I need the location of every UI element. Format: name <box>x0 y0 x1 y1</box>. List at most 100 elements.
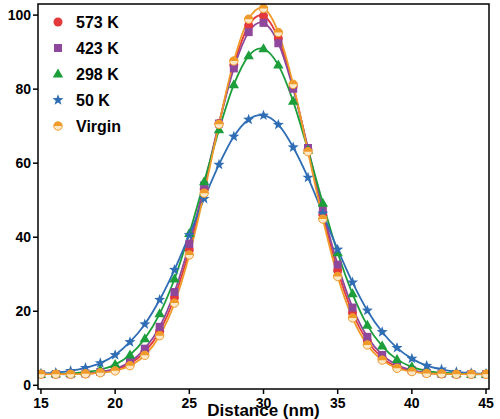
data-point <box>362 305 373 315</box>
marker-part <box>378 356 386 364</box>
data-point <box>348 314 356 322</box>
marker-part <box>111 367 119 371</box>
data-point <box>482 370 489 379</box>
marker-part <box>66 370 74 378</box>
marker-part <box>111 367 119 375</box>
marker-part <box>126 361 134 369</box>
data-point <box>140 333 150 342</box>
x-axis-label: Distance (nm) <box>207 401 319 419</box>
marker-part <box>155 331 163 339</box>
marker-part <box>38 370 45 378</box>
data-point <box>156 323 164 331</box>
marker-part <box>215 120 223 128</box>
data-point <box>243 114 254 124</box>
marker-part <box>289 80 297 84</box>
marker-part <box>215 120 223 124</box>
data-point <box>244 15 252 23</box>
data-point <box>481 369 489 378</box>
data-point <box>258 110 269 120</box>
data-point <box>467 370 475 378</box>
data-point <box>170 288 178 296</box>
marker-part <box>66 370 74 374</box>
data-point <box>363 333 371 341</box>
marker-part <box>185 251 193 259</box>
data-point <box>155 331 163 339</box>
legend-marker <box>54 18 63 27</box>
data-point <box>228 131 239 141</box>
data-point <box>318 198 328 207</box>
data-point <box>347 288 357 297</box>
fit-line <box>41 15 486 374</box>
y-tick-label: 40 <box>15 229 31 245</box>
legend-label: Virgin <box>76 118 121 135</box>
data-point <box>288 96 298 105</box>
data-point <box>154 308 164 317</box>
marker-part <box>333 272 341 276</box>
data-point <box>245 28 253 36</box>
data-point <box>392 342 403 352</box>
data-point <box>332 244 343 254</box>
data-point <box>185 240 193 248</box>
marker-part <box>141 351 149 359</box>
data-point <box>38 370 45 378</box>
plot-data <box>38 4 489 378</box>
marker-part <box>289 80 297 88</box>
data-point <box>67 370 75 378</box>
marker-part <box>304 148 312 156</box>
data-point <box>260 19 268 27</box>
data-point <box>304 148 312 156</box>
marker-part <box>467 370 475 374</box>
data-point <box>38 368 46 378</box>
x-tick-label: 20 <box>107 395 123 411</box>
y-tick-label: 100 <box>8 7 32 23</box>
data-point <box>95 364 105 373</box>
legend-marker <box>53 69 63 78</box>
data-point <box>213 159 224 170</box>
data-point <box>185 251 193 259</box>
marker-part <box>348 314 356 322</box>
data-point <box>378 356 386 364</box>
data-point <box>52 370 60 378</box>
legend-label: 50 K <box>76 92 110 109</box>
marker-part <box>96 369 104 377</box>
data-point <box>215 120 223 128</box>
legend: 573 K423 K298 K50 KVirgin <box>52 14 121 135</box>
data-point <box>347 277 358 288</box>
data-point <box>377 326 388 336</box>
legend-marker <box>54 44 62 52</box>
data-point <box>96 368 105 377</box>
data-point <box>124 336 135 346</box>
marker-part <box>52 370 60 378</box>
x-tick-label: 40 <box>404 395 420 411</box>
data-point <box>274 28 282 36</box>
marker-part <box>482 370 489 374</box>
marker-part <box>230 57 238 65</box>
data-point <box>363 341 371 349</box>
marker-part <box>141 351 149 355</box>
data-point <box>169 264 180 274</box>
data-point <box>126 361 134 369</box>
marker-part <box>467 370 475 378</box>
marker-part <box>408 367 416 371</box>
marker-part <box>259 4 267 8</box>
legend-marker <box>54 122 62 130</box>
legend-label: 298 K <box>76 66 119 83</box>
marker-part <box>304 148 312 152</box>
marker-part <box>393 364 401 372</box>
marker-part <box>200 189 208 197</box>
data-point <box>319 215 327 223</box>
y-tick-label: 60 <box>15 155 31 171</box>
data-point <box>66 370 75 379</box>
data-point <box>258 43 268 52</box>
marker-part <box>319 215 327 223</box>
data-point <box>215 120 223 128</box>
marker-part <box>126 361 134 365</box>
data-point <box>362 320 372 329</box>
marker-part <box>230 57 238 61</box>
data-point <box>259 4 267 12</box>
data-point <box>437 370 445 378</box>
data-point <box>422 369 430 377</box>
marker-part <box>348 314 356 318</box>
data-point <box>438 370 446 378</box>
marker-part <box>244 15 252 23</box>
